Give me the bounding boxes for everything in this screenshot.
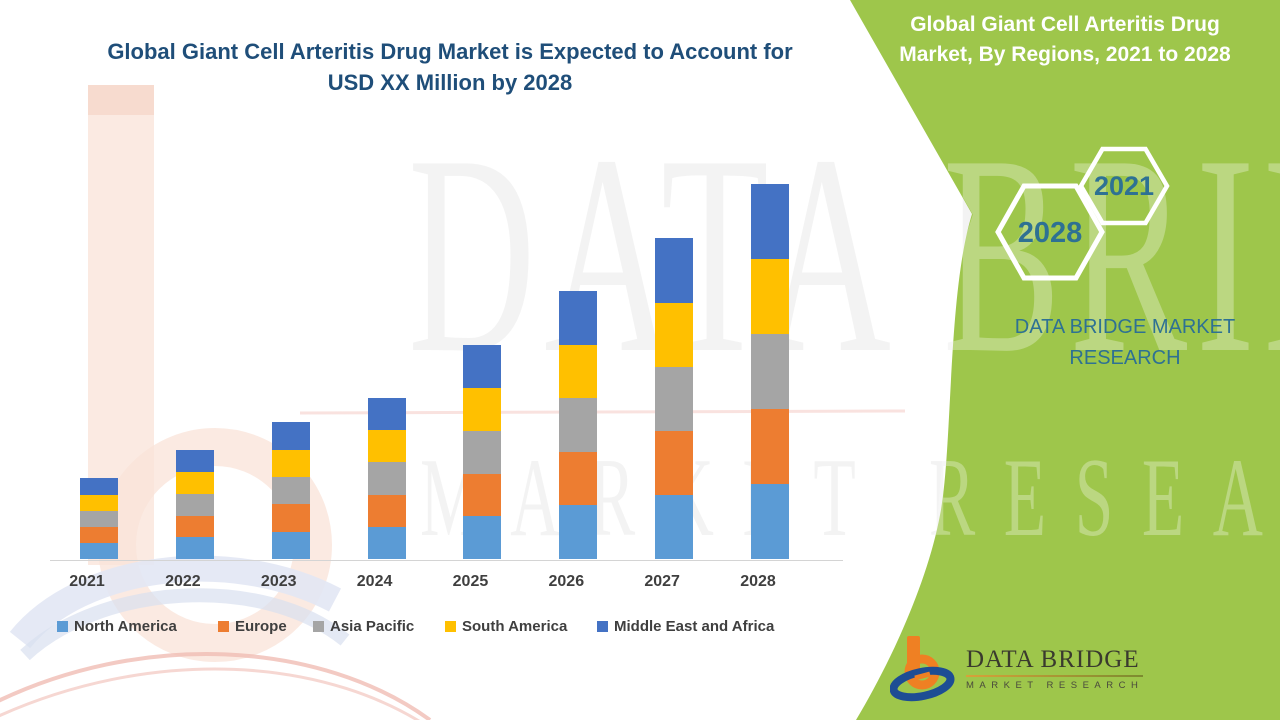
bar-segment-europe-2024 (367, 494, 406, 527)
bar-segment-asia-pacific-2021 (80, 510, 118, 527)
sidebar-heading: Global Giant Cell Arteritis Drug Market,… (865, 10, 1265, 70)
bar-segment-south-america-2023 (271, 449, 310, 477)
bar-segment-north-america-2021 (80, 542, 118, 559)
bar-segment-europe-2027 (655, 430, 694, 495)
bar-segment-middle-east-and-africa-2022 (175, 450, 214, 472)
bar-segment-asia-pacific-2026 (559, 398, 598, 452)
bar-segment-middle-east-and-africa-2023 (271, 422, 310, 450)
legend-item-north-america: North America (57, 618, 177, 635)
bar-segment-asia-pacific-2027 (655, 366, 694, 431)
hexagon-2028 (995, 183, 1105, 281)
x-axis-label-2026: 2026 (548, 573, 585, 590)
bar-segment-north-america-2023 (271, 531, 310, 559)
bar-2021 (80, 478, 118, 559)
logo-name: DATA BRIDGE (966, 645, 1140, 673)
bar-2028 (751, 184, 790, 559)
legend-swatch-south-america (445, 621, 456, 632)
bar-segment-europe-2025 (463, 473, 502, 517)
sidebar-brand-text: DATA BRIDGE MARKET RESEARCH (955, 312, 1280, 374)
bar-segment-middle-east-and-africa-2021 (80, 478, 118, 495)
bar-segment-asia-pacific-2024 (367, 462, 406, 495)
legend-swatch-north-america (57, 621, 68, 632)
x-axis-label-2021: 2021 (69, 573, 105, 590)
legend-item-south-america: South America (445, 618, 567, 635)
bar-2025 (463, 345, 502, 559)
bar-segment-south-america-2024 (367, 430, 406, 463)
legend-swatch-europe (218, 621, 229, 632)
bar-segment-middle-east-and-africa-2027 (655, 238, 694, 303)
bar-2027 (655, 238, 694, 559)
bar-segment-europe-2022 (175, 515, 214, 538)
databridge-logo-text: DATA BRIDGE MARKET RESEARCH (966, 645, 1144, 691)
bar-segment-north-america-2027 (655, 494, 694, 559)
x-axis-label-2023: 2023 (260, 573, 297, 590)
legend-label-north-america: North America (74, 618, 177, 635)
legend-label-europe: Europe (235, 618, 287, 635)
sidebar-heading-line2: Market, By Regions, 2021 to 2028 (899, 43, 1231, 66)
x-axis-label-2028: 2028 (740, 573, 776, 590)
bar-segment-north-america-2025 (463, 516, 502, 559)
hexagon-2028-label: 2028 (1018, 217, 1083, 249)
sidebar-brand-line1: DATA BRIDGE MARKET (1014, 316, 1236, 338)
x-axis-label-2025: 2025 (452, 573, 489, 590)
legend-label-south-america: South America (462, 618, 568, 635)
x-axis-label-2022: 2022 (165, 573, 201, 590)
bar-2024 (367, 397, 406, 559)
logo-divider (966, 674, 1144, 677)
bar-segment-north-america-2028 (751, 484, 790, 559)
bar-segment-asia-pacific-2023 (271, 476, 310, 505)
bar-segment-europe-2021 (80, 526, 118, 543)
hexagon-2021 (1078, 146, 1170, 226)
bar-segment-south-america-2022 (175, 472, 214, 494)
bar-segment-south-america-2027 (655, 302, 694, 367)
x-axis-label-2027: 2027 (644, 573, 680, 590)
bar-segment-north-america-2022 (175, 537, 214, 559)
bar-2023 (271, 422, 310, 559)
databridge-logo: DATA BRIDGE MARKET RESEARCH (890, 634, 1144, 702)
bar-segment-north-america-2024 (367, 526, 406, 559)
bar-segment-south-america-2026 (559, 344, 598, 399)
bar-segment-south-america-2028 (751, 259, 790, 334)
bar-segment-south-america-2021 (80, 494, 118, 511)
bar-segment-middle-east-and-africa-2024 (367, 397, 406, 430)
legend-label-middle-east-and-africa: Middle East and Africa (614, 618, 775, 635)
sidebar-heading-line1: Global Giant Cell Arteritis Drug (910, 13, 1220, 36)
bar-segment-middle-east-and-africa-2026 (559, 290, 598, 345)
hexagon-2021-label: 2021 (1094, 171, 1154, 201)
hexagon-years: 2028 2021 (995, 146, 1170, 281)
legend-item-europe: Europe (218, 618, 287, 635)
page-title-line2: USD XX Million by 2028 (327, 70, 573, 95)
bar-2026 (559, 290, 598, 559)
bar-segment-europe-2023 (271, 504, 310, 532)
x-axis-line (50, 560, 843, 561)
bar-segment-south-america-2025 (463, 388, 502, 431)
logo-tagline: MARKET RESEARCH (966, 679, 1144, 691)
bar-segment-asia-pacific-2025 (463, 430, 502, 474)
legend-item-asia-pacific: Asia Pacific (313, 618, 414, 635)
bar-segment-north-america-2026 (559, 505, 598, 559)
bar-segment-middle-east-and-africa-2025 (463, 345, 502, 388)
legend-swatch-asia-pacific (313, 621, 324, 632)
x-axis-label-2024: 2024 (356, 573, 393, 590)
bar-segment-europe-2026 (559, 451, 598, 506)
page-title-line1: Global Giant Cell Arteritis Drug Market … (107, 39, 793, 64)
bar-2022 (175, 450, 214, 559)
legend-label-asia-pacific: Asia Pacific (330, 618, 415, 635)
legend-swatch-middle-east-and-africa (597, 621, 608, 632)
bar-segment-asia-pacific-2022 (175, 493, 214, 516)
bar-segment-middle-east-and-africa-2028 (751, 184, 790, 259)
bar-segment-europe-2028 (751, 409, 790, 484)
legend-item-middle-east-and-africa: Middle East and Africa (597, 618, 774, 635)
sidebar-brand-line2: RESEARCH (1069, 347, 1181, 369)
databridge-logo-icon (890, 636, 955, 702)
bar-segment-asia-pacific-2028 (751, 334, 790, 409)
page-title: Global Giant Cell Arteritis Drug Market … (60, 36, 840, 98)
